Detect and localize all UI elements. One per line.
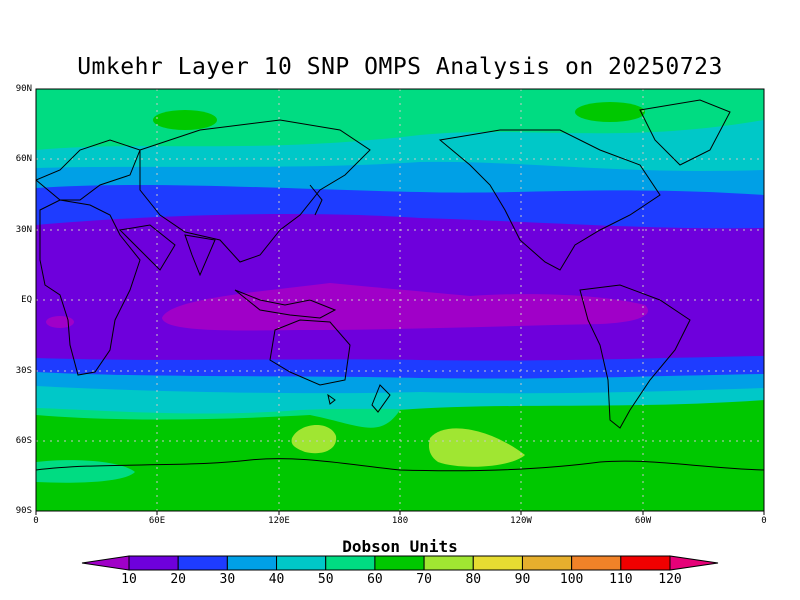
colorbar-tick-label: 100: [559, 572, 584, 587]
colorbar-min-arrow: [81, 555, 130, 571]
lon-label-120w: 120W: [510, 516, 532, 526]
colorbar-tick-label: 80: [465, 572, 482, 587]
colorbar-swatch: [472, 555, 523, 571]
colorbar-tick-label: 20: [170, 572, 186, 587]
colorbar-swatch: [620, 555, 671, 571]
colorbar-swatch: [571, 555, 622, 571]
colorbar-swatch: [226, 555, 278, 571]
lon-label-120e: 120E: [268, 516, 290, 526]
colorbar-max-arrow: [669, 555, 719, 571]
colorbar-tick-label: 60: [367, 572, 383, 587]
colorbar-title: Dobson Units: [342, 537, 458, 556]
colorbar-swatch: [128, 555, 179, 571]
colorbar-tick-label: 120: [658, 572, 682, 587]
ozone-contour-field: [36, 89, 764, 511]
colorbar-tick-label: 10: [121, 572, 137, 587]
lat-label-eq: EQ: [21, 295, 32, 305]
colorbar-tick-label: 40: [268, 572, 285, 587]
lat-label-30s: 30S: [15, 366, 32, 376]
lon-label-180: 180: [391, 516, 409, 526]
colorbar-tick-label: 90: [514, 572, 531, 587]
lon-label-60w: 60W: [634, 516, 652, 526]
lon-label-0: 0: [33, 516, 39, 526]
graticule: [36, 89, 764, 511]
colorbar-tick-label: 50: [317, 572, 334, 587]
map-title: Umkehr Layer 10 SNP OMPS Analysis on 202…: [77, 54, 723, 80]
colorbar-swatch: [521, 555, 573, 571]
colorbar-swatch: [177, 555, 228, 571]
colorbar-tick-label: 30: [219, 572, 236, 587]
colorbar-swatch: [325, 555, 376, 571]
colorbar-swatch: [276, 555, 327, 571]
colorbar: [81, 555, 719, 571]
colorbar-tick-label: 110: [609, 572, 633, 587]
lat-label-30n: 30N: [15, 225, 32, 235]
colorbar-tick-label: 70: [416, 572, 432, 587]
lat-label-60s: 60S: [15, 436, 32, 446]
lon-label-60e: 60E: [148, 516, 166, 526]
colorbar-swatch: [374, 555, 425, 571]
lat-label-90s: 90S: [15, 506, 32, 516]
coastlines: [36, 99, 764, 472]
lon-label-0-east: 0: [761, 516, 767, 526]
colorbar-swatch: [423, 555, 474, 571]
lat-label-60n: 60N: [15, 154, 32, 164]
lat-label-90n: 90N: [15, 84, 32, 94]
